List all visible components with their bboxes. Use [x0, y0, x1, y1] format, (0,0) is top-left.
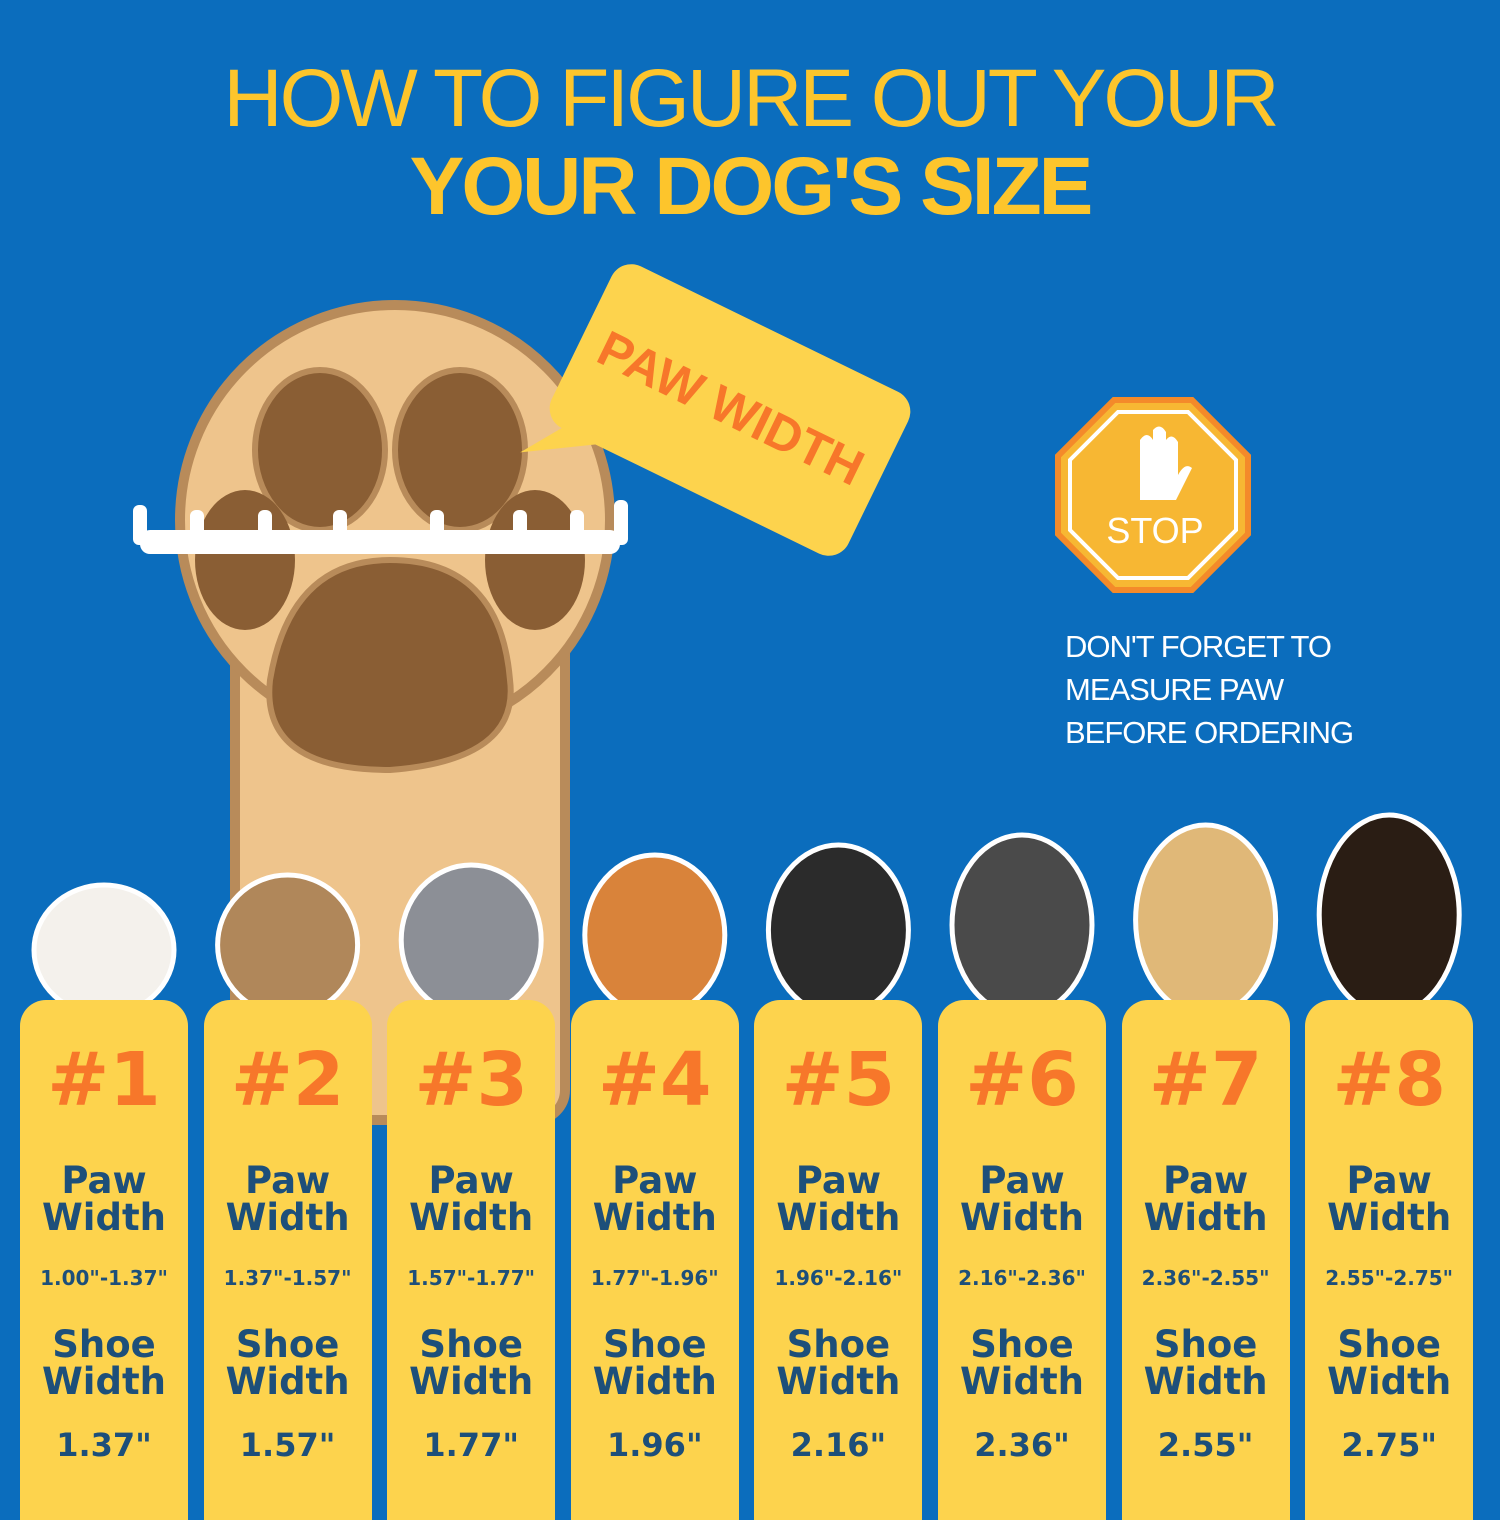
size-number: #2 — [230, 1037, 345, 1123]
shoe-label: Shoe Width — [41, 1323, 166, 1403]
shoe-width: 1.37" — [56, 1426, 152, 1464]
paw-range: 1.37"-1.57" — [223, 1266, 352, 1290]
dog-photos — [31, 812, 1462, 1018]
size-card: #4 Paw Width 1.77"-1.96" Shoe Width 1.96" — [570, 1000, 739, 1520]
paw-range: 1.57"-1.77" — [407, 1266, 536, 1290]
size-card: #1 Paw Width 1.00"-1.37" Shoe Width 1.37" — [20, 1000, 188, 1520]
paw-range: 2.16"-2.36" — [958, 1266, 1086, 1290]
dog-photo — [398, 862, 544, 1018]
stop-sign: STOP — [1055, 397, 1251, 593]
note-line: MEASURE PAW — [1065, 672, 1284, 707]
size-card: #2 Paw Width 1.37"-1.57" Shoe Width 1.57" — [203, 1000, 372, 1520]
stop-text: STOP — [1106, 510, 1203, 551]
size-card: #8 Paw Width 2.55"-2.75" Shoe Width 2.75" — [1305, 1000, 1474, 1520]
shoe-width: 1.77" — [423, 1426, 519, 1464]
dog-photo — [215, 872, 361, 1018]
shoe-width: 2.55" — [1157, 1426, 1254, 1464]
size-number: #7 — [1148, 1037, 1263, 1123]
paw-label: Paw Width — [225, 1159, 350, 1239]
note: DON'T FORGET TO MEASURE PAW BEFORE ORDERIN… — [1065, 625, 1354, 754]
paw-range: 1.00"-1.37" — [40, 1266, 168, 1290]
dog-photo — [765, 842, 911, 1018]
paw-range: 2.55"-2.75" — [1325, 1266, 1454, 1290]
paw-label: Paw Width — [409, 1159, 534, 1239]
size-number: #1 — [47, 1037, 161, 1123]
size-card: #6 Paw Width 2.16"-2.36" Shoe Width 2.36" — [938, 1000, 1106, 1520]
shoe-label: Shoe Width — [225, 1323, 350, 1403]
dog-photo — [1316, 812, 1462, 1018]
size-number: #4 — [598, 1037, 712, 1123]
shoe-label: Shoe Width — [1327, 1323, 1452, 1403]
dog-photo — [582, 852, 728, 1018]
shoe-width: 1.57" — [239, 1426, 336, 1464]
shoe-width: 2.16" — [790, 1426, 887, 1464]
paw-label: Paw Width — [592, 1159, 717, 1239]
size-card: #5 Paw Width 1.96"-2.16" Shoe Width 2.16" — [754, 1000, 923, 1520]
paw-drawing — [133, 300, 628, 1125]
dog-photo — [1133, 822, 1279, 1018]
size-number: #6 — [965, 1037, 1079, 1123]
shoe-label: Shoe Width — [592, 1323, 717, 1403]
dog-photo — [31, 882, 177, 1018]
shoe-label: Shoe Width — [776, 1323, 901, 1403]
shoe-label: Shoe Width — [959, 1323, 1084, 1403]
dog-photo — [949, 832, 1095, 1018]
size-card: #3 Paw Width 1.57"-1.77" Shoe Width 1.77" — [387, 1000, 556, 1520]
shoe-label: Shoe Width — [1143, 1323, 1268, 1403]
shoe-width: 2.75" — [1341, 1426, 1437, 1464]
size-number: #3 — [414, 1037, 528, 1123]
paw-range: 2.36"-2.55" — [1141, 1266, 1270, 1290]
size-number: #5 — [781, 1037, 896, 1123]
paw-range: 1.77"-1.96" — [590, 1266, 719, 1290]
paw-range: 1.96"-2.16" — [774, 1266, 903, 1290]
paw-label: Paw Width — [1327, 1159, 1452, 1239]
shoe-width: 1.96" — [606, 1426, 703, 1464]
shoe-label: Shoe Width — [409, 1323, 534, 1403]
note-line: DON'T FORGET TO — [1065, 629, 1332, 664]
size-number: #8 — [1332, 1037, 1446, 1123]
note-line: BEFORE ORDERING — [1065, 715, 1354, 750]
title-line-2: YOUR DOG'S SIZE — [409, 141, 1094, 232]
paw-label: Paw Width — [959, 1159, 1084, 1239]
title-line-1: HOW TO FIGURE OUT YOUR — [223, 53, 1279, 144]
paw-label: Paw Width — [1143, 1159, 1268, 1239]
paw-label: Paw Width — [776, 1159, 901, 1239]
size-card: #7 Paw Width 2.36"-2.55" Shoe Width 2.55" — [1121, 1000, 1290, 1520]
paw-label: Paw Width — [41, 1159, 166, 1239]
shoe-width: 2.36" — [974, 1426, 1070, 1464]
